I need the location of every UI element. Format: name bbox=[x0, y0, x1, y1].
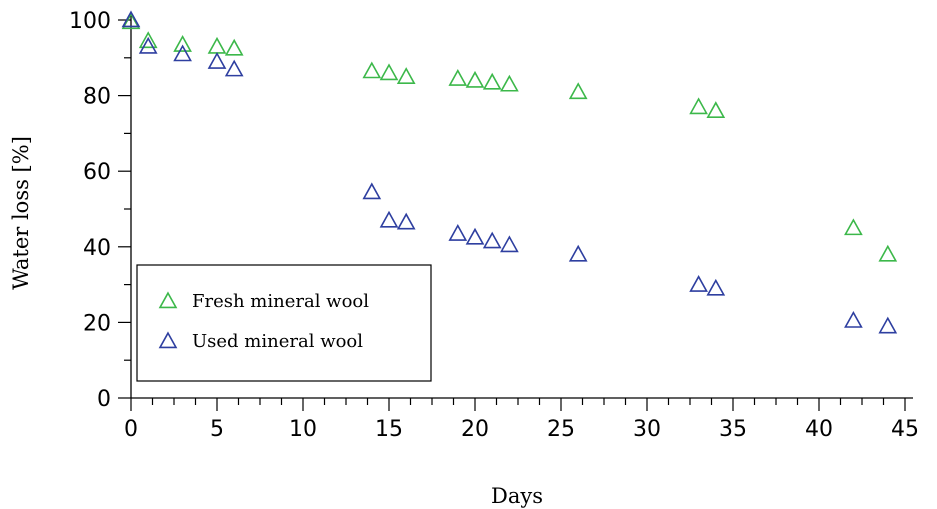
data-point-triangle bbox=[173, 44, 192, 62]
x-tick-label: 0 bbox=[124, 417, 138, 442]
data-point-triangle bbox=[482, 231, 502, 249]
data-point-triangle bbox=[568, 82, 588, 100]
data-points bbox=[121, 10, 898, 334]
y-axis-ticks: 0 20 40 60 80 100 bbox=[69, 9, 131, 412]
y-tick-label: 40 bbox=[83, 236, 111, 261]
data-point-triangle bbox=[878, 244, 898, 262]
data-point-triangle bbox=[844, 310, 863, 328]
data-point-triangle bbox=[448, 69, 468, 86]
data-point-triangle bbox=[689, 97, 708, 115]
x-tick-label: 45 bbox=[891, 417, 919, 442]
legend-label: Fresh mineral wool bbox=[192, 291, 369, 312]
x-tick-label: 10 bbox=[289, 417, 317, 442]
data-point-triangle bbox=[689, 275, 708, 292]
data-point-triangle bbox=[500, 235, 519, 253]
series-used bbox=[121, 10, 898, 334]
x-tick-label: 5 bbox=[210, 417, 224, 442]
legend-marker bbox=[158, 331, 178, 349]
legend: Fresh mineral wool Used mineral wool bbox=[136, 264, 432, 382]
data-point-triangle bbox=[207, 36, 227, 54]
legend-box bbox=[136, 264, 432, 382]
x-tick-label: 40 bbox=[805, 417, 833, 442]
axes bbox=[130, 14, 913, 399]
y-axis-label: Water loss [%] bbox=[9, 136, 33, 290]
data-point-triangle bbox=[396, 67, 416, 84]
data-point-triangle bbox=[482, 72, 502, 90]
data-point-triangle bbox=[224, 38, 244, 56]
y-tick-label: 0 bbox=[97, 387, 111, 412]
data-point-triangle bbox=[878, 316, 898, 334]
data-point-triangle bbox=[138, 31, 158, 49]
x-tick-label: 35 bbox=[719, 417, 747, 442]
data-point-triangle bbox=[465, 70, 485, 88]
x-axis-ticks: 0 5 10 15 20 25 30 35 40 45 bbox=[124, 398, 919, 442]
x-tick-label: 25 bbox=[547, 417, 575, 442]
data-point-triangle bbox=[138, 36, 158, 54]
y-tick-label: 80 bbox=[83, 85, 111, 110]
x-tick-label: 30 bbox=[633, 417, 661, 442]
data-point-triangle bbox=[379, 63, 399, 81]
data-point-triangle bbox=[207, 52, 227, 69]
data-point-triangle bbox=[173, 35, 192, 52]
data-point-triangle bbox=[465, 227, 485, 245]
x-tick-label: 20 bbox=[461, 417, 489, 442]
series-fresh bbox=[121, 12, 898, 262]
data-point-triangle bbox=[500, 74, 519, 92]
data-point-triangle bbox=[379, 210, 399, 228]
data-point-triangle bbox=[362, 182, 382, 200]
data-point-triangle bbox=[121, 10, 141, 28]
data-point-triangle bbox=[121, 12, 141, 30]
y-tick-label: 100 bbox=[69, 9, 111, 34]
x-axis-label: Days bbox=[491, 484, 543, 508]
data-point-triangle bbox=[396, 212, 416, 230]
y-tick-label: 60 bbox=[83, 160, 111, 185]
data-point-triangle bbox=[568, 244, 588, 262]
data-point-triangle bbox=[706, 101, 726, 118]
data-point-triangle bbox=[362, 61, 382, 79]
legend-label: Used mineral wool bbox=[192, 331, 363, 352]
x-tick-label: 15 bbox=[375, 417, 403, 442]
data-point-triangle bbox=[448, 224, 468, 241]
data-point-triangle bbox=[706, 278, 726, 296]
data-point-triangle bbox=[844, 218, 863, 236]
legend-marker bbox=[158, 291, 178, 309]
data-point-triangle bbox=[224, 59, 244, 77]
y-tick-label: 20 bbox=[83, 311, 111, 336]
